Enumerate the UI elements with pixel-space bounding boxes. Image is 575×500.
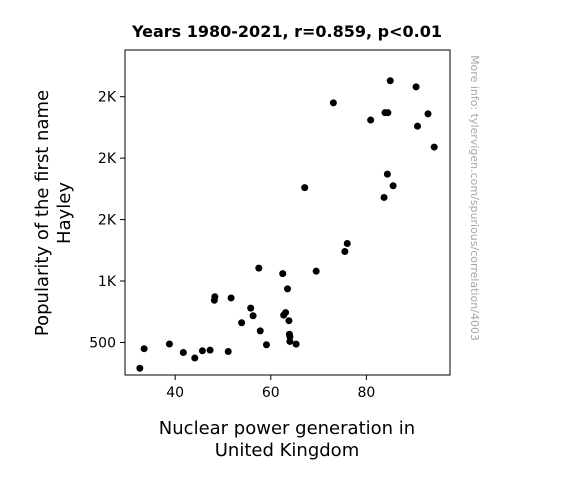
y-tick-label: 2K [98,90,117,106]
scatter-point [247,304,255,312]
scatter-point [206,346,214,354]
scatter-point [389,182,397,190]
scatter-points [136,77,438,372]
y-axis-label-line-2: Hayley [54,182,75,244]
scatter-point [383,170,391,178]
scatter-point [140,345,148,353]
x-tick-label: 60 [262,385,280,401]
scatter-point [285,317,293,325]
scatter-point [165,340,173,348]
scatter-point [227,294,235,302]
source-note: More info: tylervigen.com/spurious/corre… [468,55,481,341]
scatter-point [249,312,257,320]
y-axis-ticks: 500 1K 2K 2K 2K [89,90,125,351]
x-axis-label-line-1: Nuclear power generation in [159,418,415,439]
y-tick-label: 2K [98,151,117,167]
scatter-point [284,285,291,293]
plot-frame [124,49,451,376]
y-axis-label-line-1: Popularity of the first name [32,90,53,336]
scatter-point [430,143,438,151]
scatter-point [414,122,421,130]
scatter-point [301,184,309,192]
scatter-point [198,347,206,355]
scatter-point [211,293,219,301]
x-axis-label-line-2: United Kingdom [215,440,359,461]
scatter-point [255,264,263,272]
scatter-point [386,77,394,85]
scatter-point [292,340,300,348]
scatter-point [238,319,246,327]
scatter-point [179,349,187,357]
scatter-point [262,341,270,349]
scatter-point [329,99,337,107]
scatter-point [341,248,349,256]
scatter-point [343,240,351,248]
scatter-point [279,270,287,278]
scatter-point [256,327,264,335]
scatter-point [412,83,420,91]
scatter-point [282,309,290,317]
scatter-point [224,348,232,356]
scatter-point [312,267,320,275]
scatter-point [384,109,392,117]
scatter-point [286,337,294,345]
scatter-point [367,116,375,124]
x-axis-ticks: 40 60 80 [166,375,375,401]
scatter-point [136,364,144,372]
scatter-point [191,354,199,362]
scatter-point [424,110,432,118]
chart-title: Years 1980-2021, r=0.859, p<0.01 [131,22,442,41]
plot-area: 40 60 80 500 1K 2K 2K 2K [89,49,451,401]
scatter-point [380,193,388,201]
y-tick-label: 500 [89,335,116,351]
x-tick-label: 80 [357,385,375,401]
y-tick-label: 2K [98,213,117,229]
x-tick-label: 40 [166,385,184,401]
y-tick-label: 1K [98,274,117,290]
